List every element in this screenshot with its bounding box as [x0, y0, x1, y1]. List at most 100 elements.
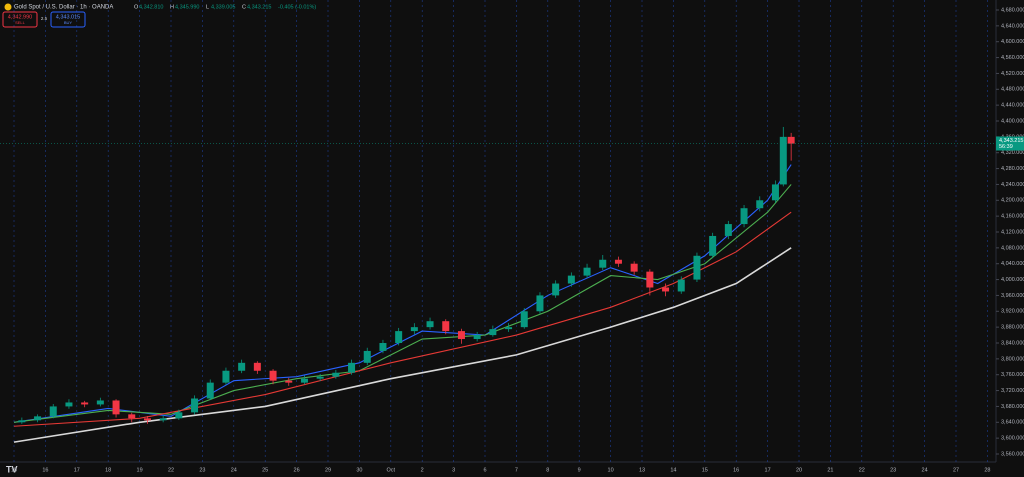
x-tick-label: 2 — [421, 467, 424, 473]
y-tick-label: 4,680.000 — [1001, 7, 1024, 13]
y-tick-label: 4,320.000 — [1001, 150, 1024, 156]
candle-body — [457, 331, 465, 340]
x-tick-label: 15 — [11, 467, 17, 473]
x-tick-label: 17 — [765, 467, 771, 473]
candle-body — [395, 331, 403, 343]
last-price-label: 4,343.215 — [999, 138, 1023, 144]
candle-body — [253, 362, 261, 371]
y-tick-label: 4,200.000 — [1001, 198, 1024, 204]
candle-body — [269, 370, 277, 381]
x-tick-label: 21 — [827, 467, 833, 473]
candle-body — [709, 235, 717, 256]
y-tick-label: 3,560.000 — [1001, 451, 1024, 457]
y-tick-label: 4,000.000 — [1001, 277, 1024, 283]
y-tick-label: 4,240.000 — [1001, 182, 1024, 188]
y-tick-label: 4,440.000 — [1001, 103, 1024, 109]
candle-body — [222, 370, 230, 383]
candle-body — [34, 416, 42, 421]
candle-body — [779, 136, 787, 185]
candle-body — [693, 255, 701, 280]
y-tick-label: 3,600.000 — [1001, 436, 1024, 442]
candle-body — [520, 311, 528, 328]
buy-label: BUY — [64, 20, 73, 25]
candle-body — [505, 327, 513, 330]
candle-body — [316, 376, 324, 379]
y-tick-label: 3,800.000 — [1001, 356, 1024, 362]
y-tick-label: 3,720.000 — [1001, 388, 1024, 394]
candle-body — [756, 200, 764, 209]
ohlc-value: 4,342.810 — [139, 4, 163, 10]
y-tick-label: 4,040.000 — [1001, 261, 1024, 267]
symbol-title: Gold Spot / U.S. Dollar · 1h · OANDA — [14, 5, 113, 11]
candle-body — [128, 414, 136, 419]
candle-body — [175, 412, 183, 419]
candle-body — [18, 420, 26, 423]
y-tick-label: 4,600.000 — [1001, 39, 1024, 45]
candle-body — [614, 259, 622, 264]
y-tick-label: 4,480.000 — [1001, 87, 1024, 93]
x-tick-label: 7 — [515, 467, 518, 473]
countdown: 56:39 — [999, 144, 1013, 150]
y-tick-label: 3,880.000 — [1001, 325, 1024, 331]
y-tick-label: 4,560.000 — [1001, 55, 1024, 61]
x-tick-label: 24 — [231, 467, 237, 473]
candle-body — [379, 343, 387, 351]
candle-body — [771, 184, 779, 201]
candle-body — [159, 418, 167, 421]
x-tick-label: 24 — [922, 467, 928, 473]
candle-body — [410, 327, 418, 332]
y-tick-label: 4,400.000 — [1001, 118, 1024, 124]
x-tick-label: 15 — [702, 467, 708, 473]
x-tick-label: Oct — [387, 467, 396, 473]
x-tick-label: 10 — [608, 467, 614, 473]
x-tick-label: 9 — [578, 467, 581, 473]
logo: TV — [6, 464, 18, 474]
x-tick-label: 6 — [483, 467, 486, 473]
y-tick-label: 4,280.000 — [1001, 166, 1024, 172]
candle-body — [348, 362, 356, 373]
x-tick-label: 25 — [262, 467, 268, 473]
candle-body — [238, 362, 246, 371]
x-tick-label: 22 — [168, 467, 174, 473]
x-tick-label: 17 — [74, 467, 80, 473]
candle-body — [552, 283, 560, 296]
candle-body — [300, 378, 308, 383]
x-tick-label: 8 — [546, 467, 549, 473]
x-tick-label: 29 — [325, 467, 331, 473]
candle-body — [630, 263, 638, 272]
candle-body — [787, 136, 795, 144]
candle-body — [81, 402, 89, 405]
candle-body — [49, 406, 57, 417]
x-tick-label: 28 — [984, 467, 990, 473]
candle-body — [65, 402, 73, 407]
candle-body — [599, 259, 607, 268]
buy-button[interactable] — [50, 11, 86, 28]
buy-price: 4,343.015 — [56, 14, 80, 20]
candle-body — [646, 271, 654, 288]
candle-body — [583, 267, 591, 276]
x-tick-label: 22 — [859, 467, 865, 473]
y-tick-label: 3,840.000 — [1001, 340, 1024, 346]
y-tick-label: 4,640.000 — [1001, 23, 1024, 29]
candle-body — [363, 350, 371, 363]
sell-button[interactable] — [2, 11, 38, 28]
x-tick-label: 30 — [356, 467, 362, 473]
y-tick-label: 3,920.000 — [1001, 309, 1024, 315]
y-tick-label: 3,640.000 — [1001, 420, 1024, 426]
candle-body — [191, 398, 199, 413]
x-tick-label: 13 — [639, 467, 645, 473]
candle-body — [112, 400, 120, 415]
y-tick-label: 4,520.000 — [1001, 71, 1024, 77]
x-tick-label: 19 — [137, 467, 143, 473]
candle-body — [332, 372, 340, 377]
moving-average — [13, 211, 792, 427]
symbol-icon — [4, 3, 12, 11]
x-tick-label: 18 — [105, 467, 111, 473]
spread: 2.5 — [41, 16, 48, 21]
x-tick-label: 27 — [953, 467, 959, 473]
candle-body — [724, 224, 732, 236]
x-tick-label: 16 — [733, 467, 739, 473]
candle-body — [442, 321, 450, 332]
